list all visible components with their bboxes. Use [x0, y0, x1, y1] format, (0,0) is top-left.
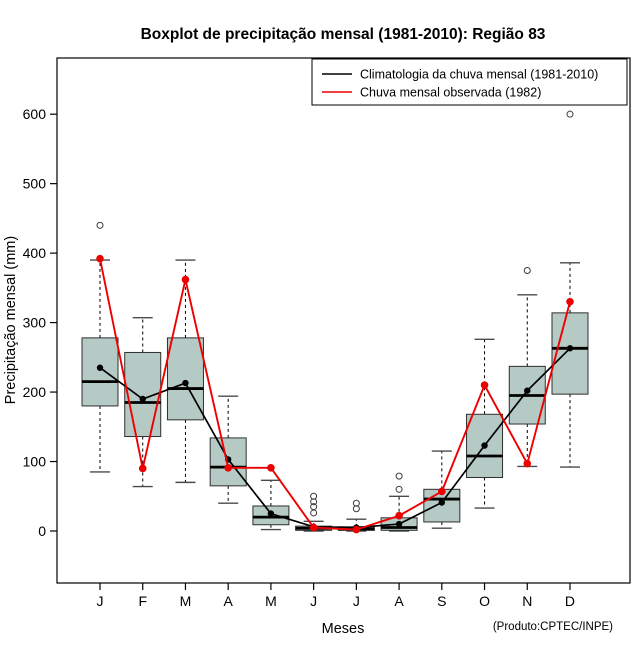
climatology-point — [481, 442, 488, 449]
boxplot-month-9 — [466, 338, 504, 509]
x-tick-label: A — [394, 593, 404, 609]
y-tick-label: 300 — [23, 315, 47, 331]
legend-label-observed: Chuva mensal observada (1982) — [360, 86, 541, 100]
iqr-box — [81, 337, 119, 407]
observed-point — [138, 464, 147, 473]
climatology-point — [524, 387, 531, 394]
series-layer — [96, 254, 574, 534]
boxplot-month-11 — [551, 110, 589, 468]
x-tick-label: D — [565, 593, 575, 609]
climatology-point — [139, 395, 146, 403]
climatology-point — [267, 510, 275, 517]
observed-point — [224, 463, 232, 472]
x-tick-label: A — [224, 593, 234, 609]
y-tick-label: 600 — [23, 106, 47, 122]
observed-point — [96, 254, 104, 263]
outlier-point — [96, 221, 104, 229]
climatology-point — [96, 364, 104, 371]
x-tick-label: J — [310, 593, 317, 609]
outlier-point — [310, 492, 318, 500]
chart-title: Boxplot de precipitação mensal (1981-201… — [141, 26, 546, 43]
x-tick-label: J — [353, 593, 360, 609]
y-tick-label: 500 — [23, 176, 47, 192]
observed-point — [309, 523, 318, 532]
x-tick-label: O — [479, 593, 490, 609]
x-tick-label: S — [437, 593, 446, 609]
boxplot-month-4 — [252, 479, 290, 531]
boxplot-month-1 — [124, 317, 162, 488]
legend-box — [311, 58, 628, 106]
legend-label-climatology: Climatologia da chuva mensal (1981-2010) — [360, 68, 598, 82]
climatology-point — [395, 520, 403, 528]
producer-caption: (Produto:CPTEC/INPE) — [493, 621, 613, 633]
observed-point — [395, 511, 403, 520]
observed-point — [480, 381, 489, 389]
climatology-line — [99, 347, 571, 529]
outlier-point — [310, 503, 318, 511]
observed-line — [99, 258, 571, 531]
outlier-point — [395, 485, 403, 493]
y-axis-label: Precipitação mensal (mm) — [3, 236, 19, 404]
outlier-point — [310, 509, 318, 517]
x-axis-label: Meses — [322, 621, 365, 637]
x-tick-label: J — [97, 593, 104, 609]
observed-point — [438, 487, 446, 496]
boxplots-layer — [81, 110, 589, 532]
iqr-box — [166, 337, 204, 421]
boxplot-month-0 — [81, 221, 119, 473]
outlier-point — [566, 110, 574, 118]
x-tick-label: F — [138, 593, 147, 609]
observed-point — [566, 297, 574, 306]
boxplot-month-10 — [508, 266, 546, 468]
observed-point — [523, 459, 532, 468]
y-tick-label: 100 — [23, 454, 47, 470]
outlier-point — [395, 472, 403, 480]
observed-point — [267, 463, 275, 472]
climatology-point — [182, 379, 189, 387]
outlier-point — [352, 499, 360, 507]
legend: Climatologia da chuva mensal (1981-2010)… — [311, 58, 628, 106]
observed-point — [181, 275, 190, 284]
x-tick-label: N — [522, 593, 532, 609]
iqr-box — [551, 312, 589, 395]
y-tick-label: 0 — [38, 523, 46, 539]
observed-point — [352, 525, 361, 534]
y-tick-label: 200 — [23, 384, 47, 400]
x-tick-label: M — [265, 593, 277, 609]
x-tick-label: M — [180, 593, 192, 609]
boxplot-month-2 — [166, 259, 204, 484]
climatology-point — [566, 345, 574, 352]
outlier-point — [523, 266, 531, 274]
climatology-point — [438, 499, 446, 506]
axes-layer: 0 100 200 300 400 500 600 J F M A M J J A S O N D — [23, 106, 575, 609]
plot-frame — [56, 57, 631, 584]
y-tick-label: 400 — [23, 245, 47, 261]
observed-series — [96, 254, 574, 534]
